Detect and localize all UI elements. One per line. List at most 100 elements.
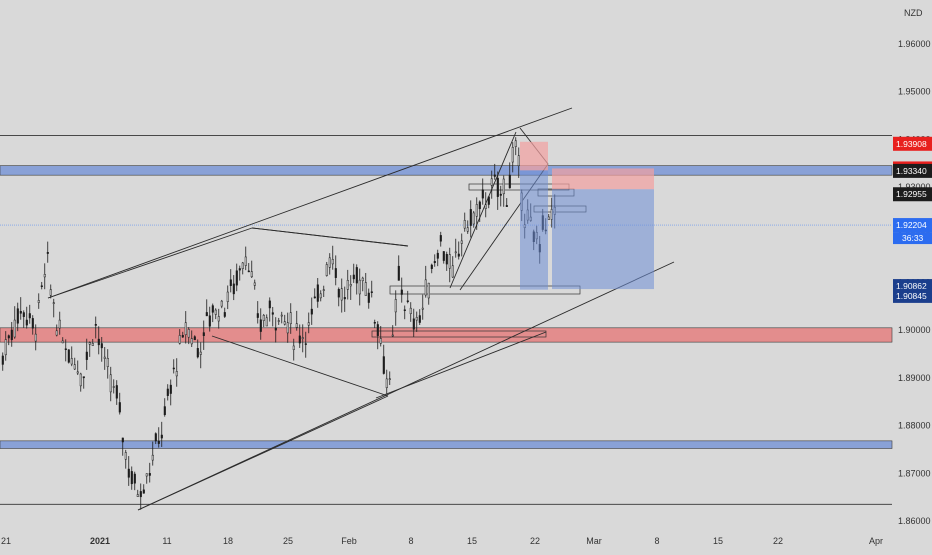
price-tag-label: 1.92955 (896, 189, 927, 199)
candle-body (136, 494, 139, 497)
candle-body (286, 322, 289, 334)
candle-body (490, 178, 493, 186)
candle-body (388, 378, 391, 380)
candle-body (220, 300, 223, 307)
candle-body (184, 322, 187, 336)
price-tag (893, 187, 932, 202)
x-tick-label: 15 (467, 536, 477, 546)
zone-resistance-0 (0, 165, 893, 176)
candle-body (409, 307, 412, 315)
candle-body (436, 252, 439, 259)
candle-body (28, 313, 31, 319)
candle-body (439, 235, 442, 242)
candle-body (166, 388, 169, 396)
candle-body (76, 371, 79, 374)
x-tick-label: Feb (341, 536, 357, 546)
candle-body (97, 338, 100, 346)
price-tag-label: 1.92204 (896, 220, 927, 230)
order-block-box (371, 330, 547, 338)
candle-body (118, 402, 121, 413)
countdown-label: 36:33 (902, 233, 924, 243)
candle-body (337, 288, 340, 298)
candle-body (457, 253, 460, 257)
candle-body (226, 291, 229, 302)
candle-body (508, 174, 511, 189)
x-tick-label: Apr (869, 536, 883, 546)
candle-body (475, 204, 478, 217)
candle-body (16, 308, 19, 324)
x-tick-label: 15 (713, 536, 723, 546)
candle-body (100, 343, 103, 349)
y-tick-label: 1.95000 (898, 87, 931, 97)
candle-body (193, 336, 196, 341)
candle-body (85, 351, 88, 360)
candle-body (199, 351, 202, 355)
candle-body (463, 220, 466, 229)
candle-body (259, 319, 262, 332)
candle-body (367, 292, 370, 303)
y-tick-label: 1.89000 (898, 373, 931, 383)
candle-body (358, 279, 361, 295)
candle-body (421, 307, 424, 310)
candle-body (376, 324, 379, 336)
candle-body (364, 282, 367, 296)
candle-body (13, 319, 16, 338)
candle-body (274, 327, 277, 331)
candle-body (295, 323, 298, 328)
candle-body (241, 262, 244, 269)
candle-body (70, 358, 73, 365)
candle-body (205, 312, 208, 317)
trend-line (47, 107, 573, 299)
candle-body (370, 291, 373, 293)
candle-body (319, 293, 322, 299)
candle-body (151, 454, 154, 461)
candle-body (46, 252, 49, 254)
candle-body (307, 322, 310, 326)
x-tick-label: 21 (1, 536, 11, 546)
candle-body (451, 265, 454, 278)
candle-body (412, 318, 415, 330)
candle-body (322, 289, 325, 291)
candle-body (502, 178, 505, 195)
candle-body (301, 337, 304, 339)
candle-body (262, 315, 265, 321)
candle-body (145, 473, 148, 477)
candle-body (346, 280, 349, 290)
candle-body (454, 251, 457, 254)
candle-body (430, 264, 433, 269)
candle-body (514, 140, 517, 147)
candle-body (43, 274, 46, 278)
y-tick-label: 1.96000 (898, 39, 931, 49)
candle-body (394, 299, 397, 313)
candle-body (517, 155, 520, 167)
candle-body (403, 309, 406, 311)
candle-body (127, 468, 130, 478)
x-tick-label: 8 (408, 536, 413, 546)
candle-body (250, 271, 253, 278)
candle-body (493, 174, 496, 177)
candle-body (61, 340, 64, 344)
candle-body (280, 314, 283, 317)
candle-body (424, 279, 427, 296)
candle-body (55, 330, 58, 336)
candle-body (175, 371, 178, 377)
y-tick-label: 1.93000 (898, 182, 931, 192)
candle-body (427, 282, 430, 299)
candle-body (496, 177, 499, 197)
candle-body (349, 284, 352, 287)
candle-body (25, 319, 28, 326)
candle-body (469, 209, 472, 226)
candle-body (19, 310, 22, 314)
candle-body (253, 282, 256, 286)
candle-body (229, 279, 232, 286)
candle-body (472, 212, 475, 225)
candle-body (478, 201, 481, 210)
price-tag-label: 1.90845 (896, 291, 927, 301)
candle-body (352, 274, 355, 280)
price-tag (893, 218, 932, 233)
candle-body (313, 296, 316, 299)
candle-body (316, 284, 319, 302)
candle-body (67, 349, 70, 363)
candle-body (49, 289, 52, 296)
